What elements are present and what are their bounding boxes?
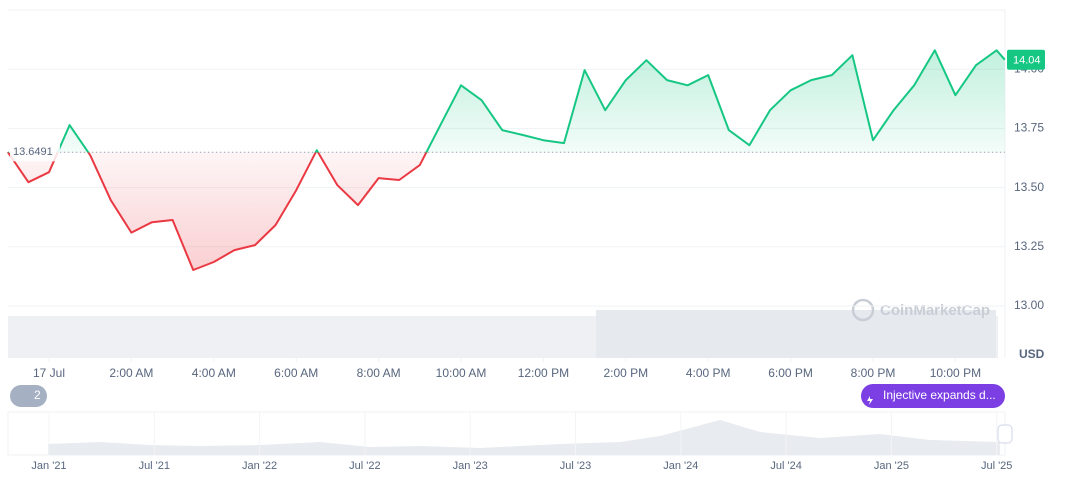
x-tick-label: 2:00 PM xyxy=(603,366,648,380)
navigator-label: Jul '25 xyxy=(981,460,1012,472)
x-tick-label: 4:00 PM xyxy=(686,366,731,380)
y-tick-label: 13.25 xyxy=(1014,239,1044,253)
x-tick-label: 4:00 AM xyxy=(192,366,236,380)
x-tick-label: 2:00 AM xyxy=(109,366,153,380)
y-tick-label: 13.00 xyxy=(1014,298,1044,312)
navigator-label: Jan '25 xyxy=(874,460,909,472)
baseline-label: 13.6491 xyxy=(13,146,53,158)
x-tick-label: 8:00 PM xyxy=(851,366,896,380)
history-count: 2 xyxy=(34,388,41,402)
news-icon xyxy=(867,396,873,405)
price-tag-label: 14.04 xyxy=(1013,55,1041,67)
x-tick-label: 17 Jul xyxy=(33,366,65,380)
news-pill[interactable] xyxy=(861,384,1005,408)
currency: USD xyxy=(1019,347,1045,361)
x-tick-label: 8:00 AM xyxy=(357,366,401,380)
price-tag xyxy=(1007,49,1045,70)
price-line xyxy=(6,49,1006,271)
x-tick-label: 6:00 AM xyxy=(274,366,318,380)
navigator-label: Jan '21 xyxy=(31,460,66,472)
y-tick-label: 13.75 xyxy=(1014,121,1044,135)
navigator-label: Jan '23 xyxy=(453,460,488,472)
watermark-text: CoinMarketCap xyxy=(880,302,990,319)
navigator-area xyxy=(48,420,1000,455)
x-tick-label: 10:00 PM xyxy=(930,366,981,380)
navigator-label: Jul '23 xyxy=(560,460,591,472)
x-tick-label: 10:00 AM xyxy=(436,366,487,380)
baseline-label-bg xyxy=(10,143,60,162)
history-badge[interactable] xyxy=(10,385,47,407)
area xyxy=(7,50,1005,270)
x-tick-label: 12:00 PM xyxy=(518,366,569,380)
news-text: Injective expands d... xyxy=(883,388,996,402)
y-tick-label: 13.50 xyxy=(1014,180,1044,194)
volume-band xyxy=(596,310,996,358)
navigator-handle[interactable] xyxy=(997,424,1013,444)
navigator-label: Jul '22 xyxy=(349,460,380,472)
navigator-label: Jan '22 xyxy=(242,460,277,472)
navigator-label: Jan '24 xyxy=(663,460,698,472)
navigator-label: Jul '21 xyxy=(139,460,170,472)
navigator-label: Jul '24 xyxy=(770,460,801,472)
x-tick-label: 6:00 PM xyxy=(768,366,813,380)
